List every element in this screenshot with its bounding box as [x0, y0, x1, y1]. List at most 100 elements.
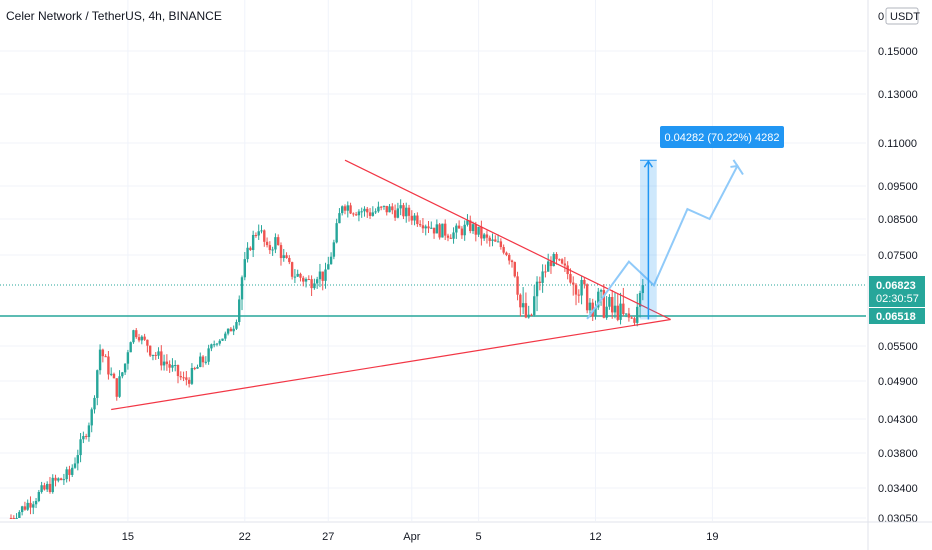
candle — [327, 256, 330, 270]
candle — [552, 252, 555, 267]
candle — [246, 242, 249, 263]
candle — [424, 224, 427, 236]
candle — [79, 432, 82, 463]
candle — [480, 220, 483, 246]
candle — [418, 220, 422, 228]
candle — [290, 261, 294, 280]
currency-prefix: 0 — [878, 11, 884, 23]
candle — [285, 252, 288, 259]
candle — [151, 354, 155, 361]
candle — [366, 206, 369, 218]
candle — [254, 232, 258, 238]
candle — [622, 287, 625, 317]
candle — [524, 292, 528, 319]
candle — [129, 341, 132, 353]
measure-label[interactable]: 0.04282 (70.22%) 4282 — [660, 126, 784, 148]
candle — [393, 204, 397, 221]
candle — [388, 204, 391, 213]
candle — [23, 501, 27, 511]
candle — [235, 319, 238, 331]
projection-path[interactable] — [586, 163, 744, 320]
candle — [190, 363, 194, 386]
candle — [474, 221, 478, 242]
time-tick-label: 19 — [706, 531, 718, 543]
candle — [354, 211, 358, 216]
time-axis[interactable]: 15 22 27 Apr 5 12 19 — [0, 521, 932, 543]
candle — [165, 354, 169, 371]
candle — [185, 371, 188, 386]
candle — [463, 220, 466, 241]
candle — [441, 223, 444, 238]
candle — [368, 207, 372, 219]
candle — [338, 208, 341, 224]
candle — [432, 227, 436, 239]
candle — [140, 335, 144, 345]
candle — [521, 287, 525, 315]
candle — [98, 344, 102, 375]
candle — [438, 222, 441, 240]
candle — [123, 363, 127, 375]
candle — [502, 244, 505, 255]
trendline-descending-resistance[interactable] — [344, 159, 671, 321]
price-range-measure[interactable] — [640, 159, 657, 320]
candle — [238, 295, 241, 326]
candle — [137, 333, 141, 343]
time-tick-label: 5 — [476, 531, 482, 543]
candle — [627, 307, 631, 322]
price-tick-label: 0.13000 — [878, 89, 918, 101]
currency-badge — [885, 7, 919, 25]
candle — [260, 225, 263, 234]
candle — [346, 201, 349, 218]
projection-arrowhead — [730, 159, 740, 168]
candle — [168, 360, 171, 373]
candle — [296, 269, 299, 278]
candle — [549, 256, 553, 274]
trendline-ascending-support[interactable] — [111, 318, 671, 411]
candle — [96, 369, 99, 406]
candle — [293, 269, 297, 284]
candle — [62, 473, 66, 485]
candle — [452, 227, 455, 244]
candle — [263, 229, 266, 247]
candle — [329, 252, 333, 265]
candle — [577, 289, 580, 303]
candle — [143, 333, 146, 341]
candle — [527, 305, 530, 319]
candle — [611, 289, 614, 319]
candle — [324, 262, 327, 289]
candle — [221, 338, 224, 341]
measure-label-bg — [660, 126, 784, 148]
candle — [43, 482, 46, 491]
price-tick-label: 0.03800 — [878, 448, 918, 460]
projection-drawing[interactable] — [586, 159, 744, 320]
candle — [154, 351, 157, 360]
candle — [533, 285, 536, 317]
level-price-tag: 0.06518 — [869, 308, 925, 324]
candle — [171, 358, 174, 372]
candle — [558, 258, 561, 262]
candle — [572, 276, 575, 296]
bar-countdown: 02:30:57 — [876, 293, 919, 305]
price-tick-label: 0.04300 — [878, 414, 918, 426]
candle — [405, 202, 408, 223]
candle — [157, 347, 160, 359]
candle — [107, 351, 110, 380]
candle — [26, 499, 29, 511]
currency-button[interactable]: 0 USDT — [878, 7, 920, 25]
measure-label-text: 0.04282 (70.22%) 4282 — [665, 132, 780, 144]
candle — [240, 275, 244, 311]
candle — [201, 355, 205, 368]
candle — [580, 275, 583, 305]
candle — [332, 239, 336, 260]
trendline-drawings[interactable] — [111, 159, 671, 411]
price-axis[interactable]: 0.15000 0.13000 0.11000 0.09500 0.08500 0.075… — [878, 46, 918, 525]
candle — [187, 377, 191, 388]
candle — [535, 276, 539, 312]
candle — [313, 278, 316, 290]
measure-arrow-head — [643, 159, 654, 168]
candle — [15, 513, 18, 519]
candle — [321, 271, 324, 291]
price-tick-label: 0.03400 — [878, 483, 918, 495]
candle — [460, 226, 464, 239]
